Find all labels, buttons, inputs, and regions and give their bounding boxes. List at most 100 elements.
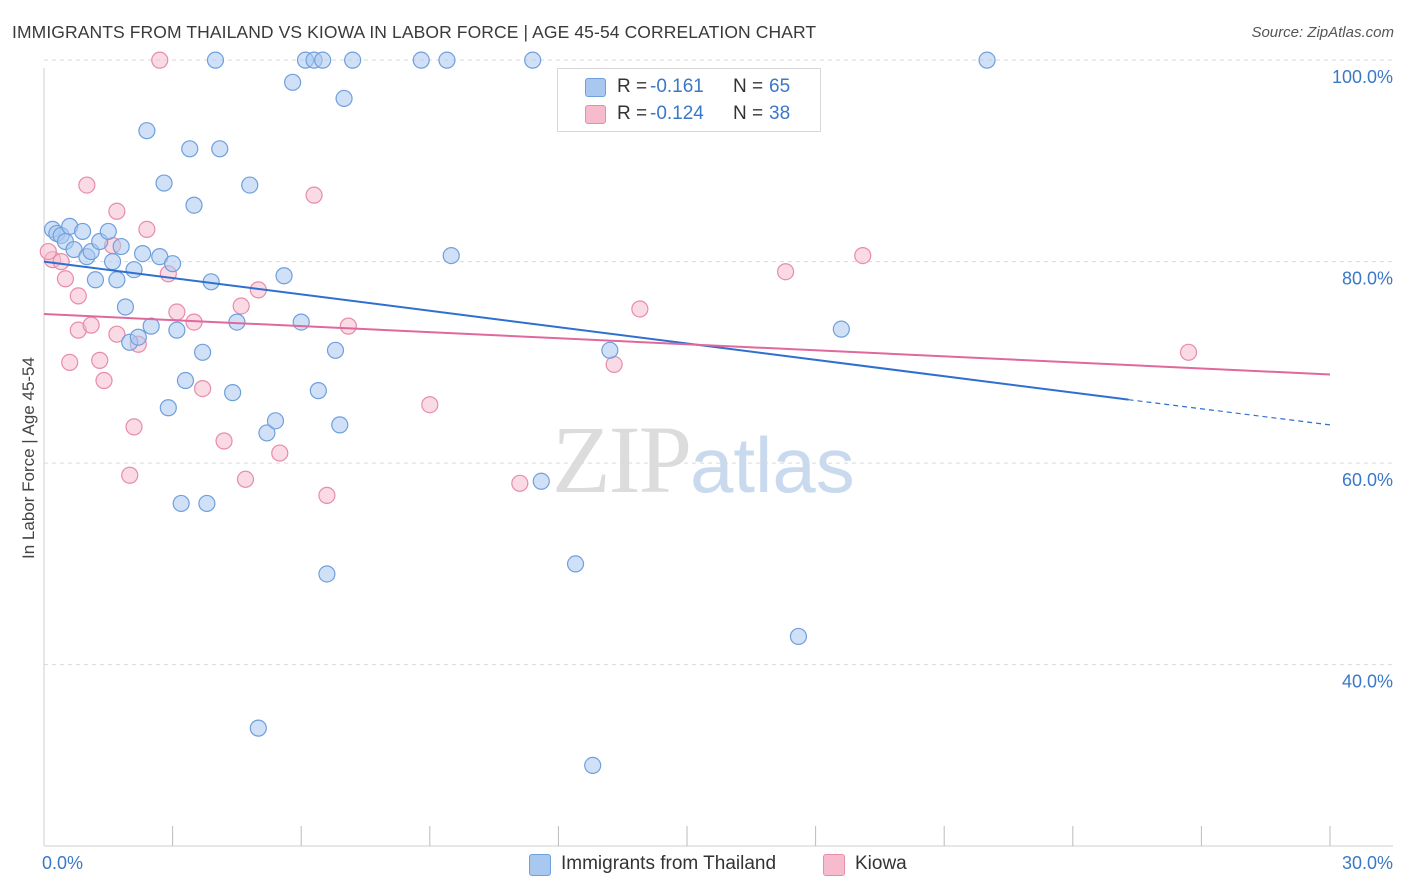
thailand-point	[309, 382, 327, 400]
kiowa-point	[108, 325, 126, 343]
kiowa-point	[39, 242, 57, 261]
thailand-point	[344, 51, 362, 69]
kiowa-trendline	[43, 313, 1331, 376]
series-legend-label-kiowa: Kiowa	[855, 853, 907, 874]
y-tick-label: 100.0%	[1332, 67, 1393, 87]
y-axis-title: In Labor Force | Age 45-54	[19, 357, 38, 559]
kiowa-point	[232, 297, 250, 315]
kiowa-point	[215, 432, 233, 450]
legend-n-value: 38	[769, 103, 791, 124]
y-tick-label: 80.0%	[1342, 269, 1393, 289]
thailand-point	[241, 176, 259, 194]
thailand-point	[412, 51, 430, 69]
thailand-point	[978, 51, 996, 69]
thailand-point	[73, 222, 92, 241]
x-tick-label: 0.0%	[42, 853, 83, 873]
thailand-point	[181, 140, 199, 158]
source-label: Source: ZipAtlas.com	[1251, 24, 1394, 41]
kiowa-point	[339, 317, 357, 335]
watermark-atlas: atlas	[690, 421, 855, 509]
thailand-point	[326, 341, 345, 359]
y-tick-label: 60.0%	[1342, 470, 1393, 490]
legend-n-label: N =	[733, 103, 764, 124]
thailand-point	[176, 371, 195, 390]
y-tick-label: 40.0%	[1342, 672, 1393, 692]
kiowa-point	[194, 379, 212, 398]
thailand-point	[266, 412, 285, 430]
series-legend-kiowa: Kiowa	[823, 851, 943, 877]
thailand-point	[258, 424, 276, 442]
series-legend-label-thailand: Immigrants from Thailand	[561, 853, 777, 874]
kiowa-point	[56, 270, 75, 288]
thailand-point	[168, 321, 186, 339]
legend-r-label: R =	[617, 103, 648, 124]
kiowa-point	[776, 263, 795, 281]
kiowa-point	[631, 300, 649, 318]
kiowa-point	[95, 371, 113, 390]
thailand-point	[159, 399, 177, 417]
series-legend-swatch-thailand	[529, 854, 551, 876]
series-legend-thailand: Immigrants from Thailand	[529, 851, 809, 877]
thailand-point	[584, 756, 602, 775]
kiowa-point	[82, 316, 100, 334]
thailand-point	[206, 51, 225, 69]
kiowa-point	[421, 396, 439, 414]
kiowa-point	[271, 444, 289, 462]
thailand-trendline	[43, 260, 1129, 401]
legend-swatch-kiowa	[585, 105, 606, 124]
kiowa-point	[121, 466, 139, 484]
thailand-point	[211, 140, 229, 158]
kiowa-point	[605, 355, 623, 374]
watermark-zip: ZIP	[552, 406, 692, 513]
kiowa-point	[78, 176, 96, 194]
kiowa-point	[91, 351, 109, 369]
thailand-point	[566, 555, 585, 573]
kiowa-point	[305, 186, 323, 204]
thailand-point	[224, 384, 242, 402]
thailand-point	[86, 271, 105, 289]
legend-r-value: -0.161	[650, 76, 704, 97]
series-legend-swatch-kiowa	[823, 854, 845, 876]
thailand-point	[198, 494, 216, 513]
thailand-point	[275, 267, 293, 285]
thailand-point	[108, 271, 126, 289]
watermark: ZIPatlas	[552, 404, 855, 515]
thailand-point	[314, 51, 332, 69]
thailand-point	[438, 51, 456, 69]
thailand-point	[129, 328, 147, 346]
thailand-point	[164, 255, 182, 273]
stats-legend-row-thailand: R = -0.161 N = 65	[558, 74, 820, 100]
legend-r-label: R =	[617, 76, 648, 97]
thailand-point	[524, 51, 542, 69]
thailand-point	[442, 247, 460, 265]
kiowa-point	[69, 287, 87, 305]
stats-legend: R = -0.161 N = 65 R = -0.124 N = 38	[557, 68, 821, 132]
thailand-trendline-extension	[1128, 399, 1331, 426]
thailand-point	[292, 313, 310, 331]
stats-legend-row-kiowa: R = -0.124 N = 38	[558, 101, 820, 127]
kiowa-point	[61, 353, 79, 371]
thailand-point	[335, 89, 353, 108]
legend-n-value: 65	[769, 76, 791, 97]
legend-n-label: N =	[733, 76, 764, 97]
thailand-point	[185, 196, 203, 214]
kiowa-point	[108, 202, 126, 220]
thailand-point	[318, 565, 336, 583]
chart-title: IMMIGRANTS FROM THAILAND VS KIOWA IN LAB…	[12, 22, 817, 42]
legend-swatch-thailand	[585, 78, 606, 97]
thailand-point	[789, 627, 808, 646]
thailand-point	[142, 317, 160, 335]
legend-r-value: -0.124	[650, 103, 704, 124]
kiowa-point	[52, 253, 70, 271]
thailand-point	[331, 416, 349, 434]
kiowa-point	[236, 470, 255, 488]
kiowa-point	[1179, 343, 1198, 361]
thailand-point	[138, 122, 156, 140]
thailand-point	[284, 73, 302, 91]
thailand-point	[116, 298, 135, 316]
kiowa-point	[854, 247, 872, 265]
kiowa-point	[125, 418, 143, 436]
thailand-point	[249, 719, 267, 737]
thailand-point	[125, 261, 143, 279]
kiowa-point	[511, 474, 529, 492]
